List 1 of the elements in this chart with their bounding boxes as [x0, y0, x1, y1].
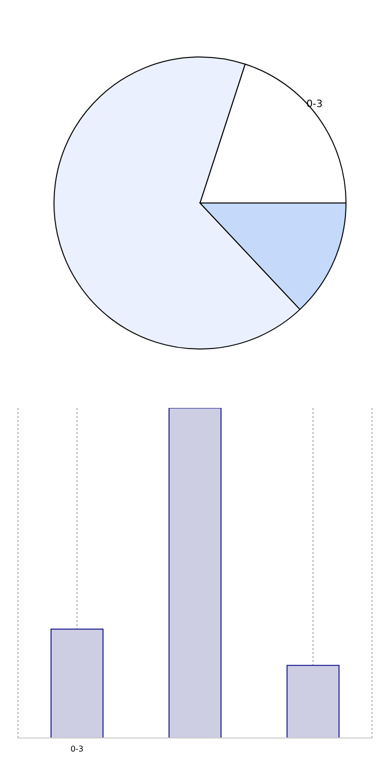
slice-label: 0-3	[306, 98, 323, 110]
